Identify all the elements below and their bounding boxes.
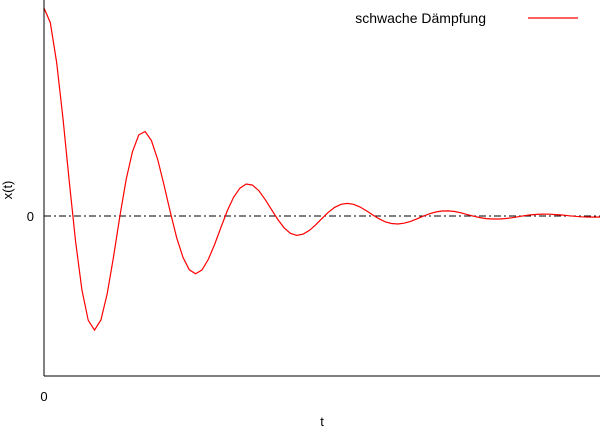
x-tick-labels: 0 bbox=[40, 389, 47, 404]
series-line bbox=[43, 7, 600, 332]
y-tick-label: 0 bbox=[27, 209, 34, 224]
y-tick-labels: 0 bbox=[27, 209, 34, 224]
x-axis-label: t bbox=[320, 414, 324, 428]
plot-area bbox=[43, 0, 600, 377]
x-tick-label: 0 bbox=[40, 389, 47, 404]
legend-label: schwache Dämpfung bbox=[355, 10, 486, 26]
legend: schwache Dämpfung bbox=[355, 10, 578, 26]
y-axis-label: x(t) bbox=[0, 181, 15, 200]
